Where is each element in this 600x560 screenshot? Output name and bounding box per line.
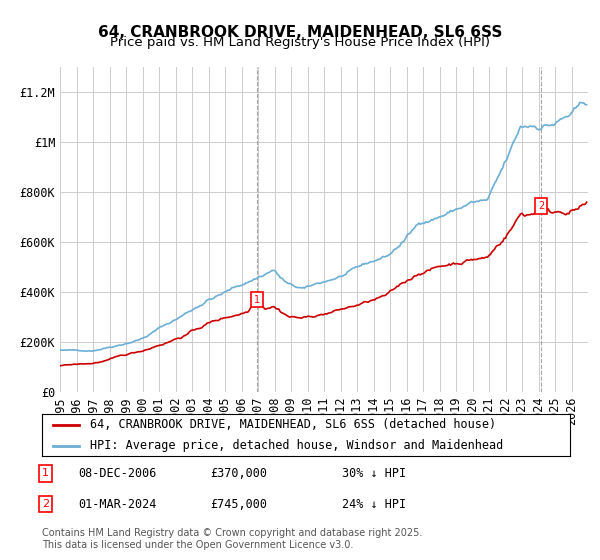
Text: 64, CRANBROOK DRIVE, MAIDENHEAD, SL6 6SS: 64, CRANBROOK DRIVE, MAIDENHEAD, SL6 6SS <box>98 25 502 40</box>
Text: 1: 1 <box>254 295 260 305</box>
Text: Price paid vs. HM Land Registry's House Price Index (HPI): Price paid vs. HM Land Registry's House … <box>110 36 490 49</box>
Text: 30% ↓ HPI: 30% ↓ HPI <box>342 466 406 480</box>
Text: 01-MAR-2024: 01-MAR-2024 <box>78 497 157 511</box>
Text: 64, CRANBROOK DRIVE, MAIDENHEAD, SL6 6SS (detached house): 64, CRANBROOK DRIVE, MAIDENHEAD, SL6 6SS… <box>89 418 496 431</box>
Text: HPI: Average price, detached house, Windsor and Maidenhead: HPI: Average price, detached house, Wind… <box>89 440 503 452</box>
Text: 2: 2 <box>538 201 544 211</box>
Text: 24% ↓ HPI: 24% ↓ HPI <box>342 497 406 511</box>
Text: £745,000: £745,000 <box>210 497 267 511</box>
Text: 08-DEC-2006: 08-DEC-2006 <box>78 466 157 480</box>
Text: 2: 2 <box>42 499 49 509</box>
Text: Contains HM Land Registry data © Crown copyright and database right 2025.
This d: Contains HM Land Registry data © Crown c… <box>42 528 422 550</box>
Text: £370,000: £370,000 <box>210 466 267 480</box>
Text: 1: 1 <box>42 468 49 478</box>
